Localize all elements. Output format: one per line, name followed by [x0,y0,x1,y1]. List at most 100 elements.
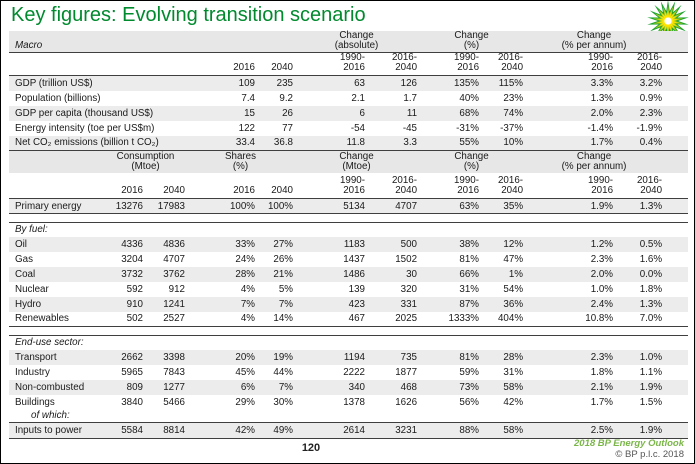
cell-value: 36% [503,298,524,310]
group-header-change-pa: Change (% per annum) [561,150,627,172]
group-header-change-pct: Change (%) [420,31,527,53]
cell-value: 20% [235,351,255,363]
cell-value: 4707 [163,253,185,265]
period-header: 2016- 2040 [616,172,689,199]
cell-value: 1333% [420,311,483,327]
cell-value: 11.8 [296,135,368,151]
cell-value: 1.8% [590,366,614,378]
cell-value: 100% [258,198,296,214]
row-label: End-use sector: [9,335,106,350]
row-label: Transport [15,351,57,363]
period-header: 1990- 2016 [296,172,368,199]
cell-value: 2614 [296,422,368,439]
group-header-change-pa: Change (% per annum) [526,31,689,53]
cell-value: 320 [400,283,418,295]
cell-value: 1.7% [590,396,614,408]
period-header: 1990- 2016 [296,52,368,76]
cell-value: 1.6% [639,253,663,265]
cell-value: 2.1 [351,92,365,104]
cell-value [482,222,527,237]
group-header-change-absolute: Change (absolute) [296,31,421,53]
cell-value: 12% [503,238,524,250]
cell-value: 135% [453,77,480,89]
cell-value: 21% [273,268,293,280]
row-label: Non-combusted [15,381,85,393]
cell-value: 31% [503,366,524,378]
cell-value: 139 [348,283,365,295]
cell-value: -1.9% [636,122,663,134]
cell-value [258,410,296,423]
cell-value: 30 [406,268,418,280]
cell-value [106,135,146,151]
cell-value [616,410,688,423]
cell-value: 33% [235,238,255,250]
cell-value: 87% [459,298,480,310]
macro-section-label: Macro [9,31,106,53]
spacer-row [9,327,688,336]
cell-value: 40% [459,92,480,104]
cell-value [420,222,483,237]
cell-value: 331 [400,298,418,310]
table-row: Nuclear 592 912 4% 5% 139 320 31% 54% 1.0% 1.8% [9,282,688,297]
cell-value: 0.4% [616,135,689,151]
energy-header-band: Consumption (Mtoe) Shares (%) Change (Mtoe)… [9,150,689,173]
cell-value: 11 [406,107,418,119]
cell-value: 6% [240,381,255,393]
cell-value: 28% [503,351,524,363]
cell-value: 0.5% [639,238,663,250]
cell-value: 1% [508,268,524,280]
cell-value: 7% [278,298,293,310]
cell-value: 3762 [163,268,185,280]
outlook-credit: 2018 BP Energy Outlook [574,438,684,449]
cell-value: 42% [188,422,258,439]
page-title: Key figures: Evolving transition scenari… [11,4,366,26]
cell-value [296,222,368,237]
cell-value: 1626 [395,396,418,408]
year-header: 2016 [188,172,258,199]
row-label: Nuclear [15,283,49,295]
cell-value [146,222,188,237]
cell-value: 81% [459,351,480,363]
cell-value: 1.7% [526,135,617,151]
cell-value: 1.3% [616,198,689,214]
cell-value: 3.3% [590,77,614,89]
cell-value: 29% [235,396,255,408]
group-header-change-mtoe: Change (Mtoe) [339,150,374,172]
cell-value: 2025 [368,311,421,327]
year-header: 2016 [106,172,146,199]
cell-value [258,222,296,237]
cell-value: 7% [278,381,293,393]
cell-value: 1183 [343,238,365,250]
cell-value [146,335,188,350]
table-row: Inputs to power 5584 8814 42% 49% 2614 3231 88%… [9,422,689,439]
cell-value: 7% [240,298,255,310]
cell-value: 15 [244,107,255,119]
cell-value: 3204 [121,253,143,265]
spacer-row [9,214,688,223]
period-header: 2016- 2040 [368,52,421,76]
cell-value: 3.3 [368,135,421,151]
cell-value [526,222,617,237]
row-label: Net CO₂ emissions (billion t CO₂) [9,135,159,151]
key-figures-table: Macro Change (absolute) Change (%) Change(… [9,31,689,439]
row-label: Hydro [15,298,42,310]
row-label: Population (billions) [15,92,101,104]
row-label: Oil [15,238,27,250]
cell-value: 14% [258,311,296,327]
cell-value [368,410,420,423]
cell-value: 3.2% [639,77,663,89]
cell-value: 56% [459,396,480,408]
cell-value: 5134 [296,198,368,214]
cell-value [106,222,146,237]
cell-value: 7.0% [616,311,689,327]
cell-value: 404% [482,311,527,327]
year-header: 2040 [146,172,188,199]
cell-value: -45 [402,122,418,134]
cell-value: 122 [238,122,255,134]
cell-value: 47% [503,253,524,265]
cell-value: 63% [420,198,483,214]
cell-value [368,222,421,237]
table-row: GDP per capita (thousand US$) 15 26 6 11 68% 7… [9,105,689,121]
cell-value [258,335,296,350]
cell-value: 44% [273,366,293,378]
